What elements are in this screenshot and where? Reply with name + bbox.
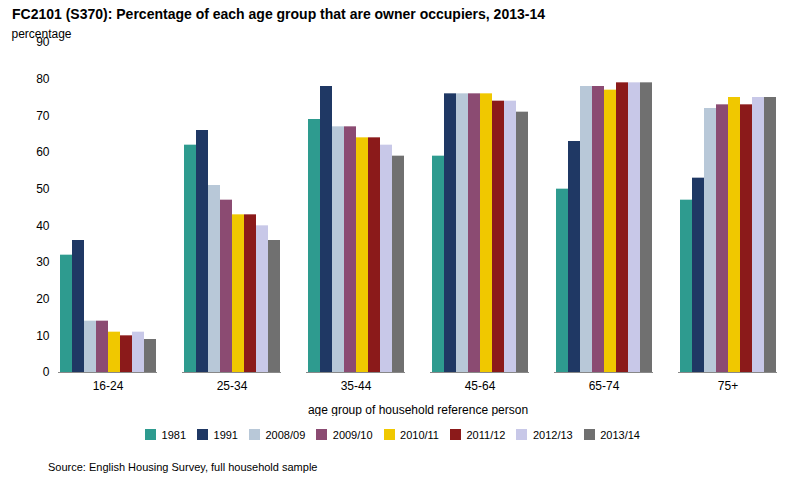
svg-text:40: 40 — [36, 219, 50, 233]
html-text:2010/11: 2010/11 — [400, 428, 439, 441]
html-text:2011/12: 2011/12 — [466, 428, 506, 441]
svg-text:80: 80 — [36, 72, 50, 86]
html-text:2012/13: 2012/13 — [532, 428, 573, 441]
svg-text:60: 60 — [36, 145, 50, 159]
svg-text:50: 50 — [36, 182, 50, 196]
svg-text:70: 70 — [36, 109, 50, 123]
svg-text:90: 90 — [36, 35, 50, 50]
svg-text:0: 0 — [43, 365, 50, 379]
svg-text:35-44: 35-44 — [341, 379, 372, 393]
svg-text:75+: 75+ — [718, 379, 738, 393]
html-text:Source: English Housing Survey: Source: English Housing Survey, full hou… — [48, 460, 318, 473]
svg-text:20: 20 — [36, 292, 50, 306]
svg-text:30: 30 — [36, 255, 50, 269]
html-text:1991: 1991 — [213, 428, 238, 441]
svg-text:25-34: 25-34 — [217, 379, 248, 393]
svg-text:10: 10 — [36, 329, 50, 343]
html-text:2009/10: 2009/10 — [332, 428, 373, 441]
svg-text:percentage: percentage — [12, 27, 72, 41]
html-text:2008/09: 2008/09 — [265, 428, 306, 441]
html-text:2013/14: 2013/14 — [600, 428, 640, 441]
svg-text:16-24: 16-24 — [93, 379, 124, 393]
svg-text:45-64: 45-64 — [465, 379, 496, 393]
html-text:1981: 1981 — [161, 428, 186, 441]
svg-text:age group of household referen: age group of household reference person — [308, 403, 528, 417]
svg-text:65-74: 65-74 — [589, 379, 620, 393]
html-text:FC2101 (S370): Percentage of e: FC2101 (S370): Percentage of each age gr… — [12, 6, 545, 22]
